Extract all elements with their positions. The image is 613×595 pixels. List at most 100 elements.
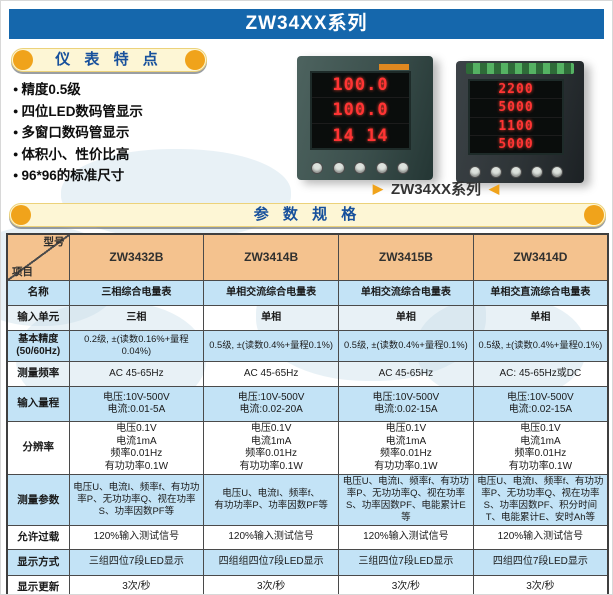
features-list: 精度0.5级 四位LED数码管显示 多窗口数码管显示 体积小、性价比高 96*9… — [13, 79, 143, 187]
table-row: 输入单元 三相 单相 单相 单相 — [6, 305, 609, 331]
orange-dot-icon — [13, 50, 33, 70]
page-title: ZW34XX系列 — [245, 13, 368, 34]
spec-cell: 单相 — [338, 305, 474, 331]
table-row: 分辨率 电压0.1V 电流1mA 频率0.01Hz 有功功率0.1W 电压0.1… — [6, 421, 609, 475]
product-caption: ▶ ZW34XX系列 ◀ — [311, 178, 561, 199]
model-header: ZW3415B — [338, 233, 474, 281]
meter-button-icon — [469, 166, 481, 178]
meter-button-icon — [510, 166, 522, 178]
orange-dot-icon — [11, 205, 31, 225]
spec-cell: 电压0.1V 电流1mA 频率0.01Hz 有功功率0.1W — [68, 421, 205, 475]
page-title-bar: ZW34XX系列 — [9, 9, 604, 39]
model-header: ZW3414B — [203, 233, 339, 281]
spec-cell: 单相交直流综合电量表 — [472, 280, 609, 306]
spec-cell: 0.2级, ±(读数0.16%+量程0.04%) — [68, 330, 205, 362]
terminal-block — [466, 63, 574, 74]
spec-cell: 三相 — [68, 305, 205, 331]
spec-row-label: 测量参数 — [6, 474, 70, 526]
spec-cell: 电压0.1V 电流1mA 频率0.01Hz 有功功率0.1W — [472, 421, 609, 475]
meter-button-icon — [530, 166, 543, 178]
spec-cell: 单相 — [203, 305, 339, 331]
feature-item: 精度0.5级 — [13, 79, 143, 101]
left-arrow-icon: ▶ — [372, 181, 383, 196]
features-heading: 仪 表 特 点 — [55, 51, 163, 68]
spec-row-label: 分辨率 — [6, 421, 70, 475]
meter-button-icon — [551, 166, 563, 178]
spec-cell: 电压:10V-500V 电流:0.02-15A — [338, 386, 474, 422]
spec-cell: 电压U、电流I、频率f、有功功率P、无功功率Q、视在功率S、功率因数PF等 — [68, 474, 205, 526]
product-photo-left-meter: 100.0 100.0 14 14 — [297, 56, 433, 180]
specs-heading: 参 数 规 格 — [253, 206, 362, 223]
orange-dot-icon — [584, 205, 604, 225]
spec-cell: 120%输入测试信号 — [472, 525, 609, 550]
feature-item: 多窗口数码管显示 — [13, 122, 143, 144]
specs-heading-bar: 参 数 规 格 — [9, 203, 606, 227]
table-row: 显示方式 三组四位7段LED显示 四组组四位7段LED显示 三组四位7段LED显… — [6, 549, 609, 576]
spec-cell: 四组四位7段LED显示 — [472, 549, 609, 576]
spec-cell: 电压:10V-500V 电流:0.02-15A — [472, 386, 609, 422]
spec-cell: 电压:10V-500V 电流:0.01-5A — [68, 386, 205, 422]
spec-table: 型号 项目 ZW3432B ZW3414B ZW3415B ZW3414D 名称… — [6, 233, 609, 594]
meter-buttons — [311, 162, 409, 174]
led-readout: 100.0 — [312, 73, 409, 99]
led-readout: 5000 — [470, 99, 562, 118]
spec-row-label: 允许过载 — [6, 525, 70, 550]
spec-cell: 单相 — [472, 305, 609, 331]
table-row: 输入量程 电压:10V-500V 电流:0.01-5A 电压:10V-500V … — [6, 386, 609, 422]
spec-cell: 单相交流综合电量表 — [338, 280, 474, 306]
spec-cell: 120%输入测试信号 — [68, 525, 205, 550]
spec-cell: 三组四位7段LED显示 — [338, 549, 474, 576]
spec-cell: 电压0.1V 电流1mA 频率0.01Hz 有功功率0.1W — [338, 421, 474, 475]
led-readout: 2200 — [470, 81, 562, 100]
spec-row-label: 输入量程 — [6, 386, 70, 422]
meter-button-icon — [354, 162, 366, 174]
table-row: 显示更新 3次/秒 3次/秒 3次/秒 3次/秒 — [6, 575, 609, 594]
meter-button-icon — [332, 162, 345, 174]
spec-row-label: 输入单元 — [6, 305, 70, 331]
spec-cell: 电压U、电流I、频率f、 有功功率P、功率因数PF等 — [203, 474, 339, 526]
corner-item-label: 项目 — [12, 265, 33, 278]
features-heading-bar: 仪 表 特 点 — [11, 48, 207, 72]
model-header: ZW3432B — [68, 233, 205, 281]
product-caption-text: ZW34XX系列 — [390, 181, 481, 198]
spec-cell: AC 45-65Hz — [203, 361, 339, 387]
spec-cell: 0.5级, ±(读数0.4%+量程0.1%) — [338, 330, 474, 362]
spec-cell: 120%输入测试信号 — [203, 525, 339, 550]
led-readout: 5000 — [498, 136, 534, 152]
spec-row-label: 显示方式 — [6, 549, 70, 576]
spec-cell: 3次/秒 — [203, 575, 339, 594]
table-row: 名称 三相综合电量表 单相交流综合电量表 单相交流综合电量表 单相交直流综合电量… — [6, 280, 609, 306]
meter-button-icon — [397, 162, 409, 174]
spec-cell: 120%输入测试信号 — [338, 525, 474, 550]
table-row: 测量参数 电压U、电流I、频率f、有功功率P、无功功率Q、视在功率S、功率因数P… — [6, 474, 609, 526]
spec-cell: 电压U、电流I、频率f、有功功率P、无功功率Q、视在功率S、功率因数PF、电能累… — [338, 474, 474, 526]
spec-cell: AC: 45-65Hz或DC — [472, 361, 609, 387]
spec-cell: 单相交流综合电量表 — [203, 280, 339, 306]
spec-cell: 电压0.1V 电流1mA 频率0.01Hz 有功功率0.1W — [203, 421, 339, 475]
meter-button-icon — [489, 166, 502, 178]
corner-cell: 型号 项目 — [6, 233, 70, 281]
table-header-row: 型号 项目 ZW3432B ZW3414B ZW3415B ZW3414D — [6, 233, 609, 281]
table-row: 测量频率 AC 45-65Hz AC 45-65Hz AC 45-65Hz AC… — [6, 361, 609, 387]
orange-dot-icon — [185, 50, 205, 70]
spec-cell: AC 45-65Hz — [338, 361, 474, 387]
spec-row-label: 测量频率 — [6, 361, 70, 387]
led-readout: 100.0 — [312, 98, 409, 124]
led-readout: 14 14 — [332, 125, 389, 146]
spec-row-label: 名称 — [6, 280, 70, 306]
feature-item: 96*96的标准尺寸 — [13, 165, 143, 187]
spec-cell: 电压:10V-500V 电流:0.02-20A — [203, 386, 339, 422]
spec-row-label: 基本精度 (50/60Hz) — [6, 330, 70, 362]
meter-display-left: 100.0 100.0 14 14 — [310, 71, 411, 150]
meter-display-right: 2200 5000 1100 5000 — [468, 79, 564, 155]
spec-cell: 电压U、电流I、频率f、有功功率P、无功功率Q、视在功率S、功率因数PF、积分时… — [472, 474, 609, 526]
spec-cell: 0.5级, ±(读数0.4%+量程0.1%) — [472, 330, 609, 362]
spec-cell: 三组四位7段LED显示 — [68, 549, 205, 576]
table-row: 允许过载 120%输入测试信号 120%输入测试信号 120%输入测试信号 12… — [6, 525, 609, 550]
model-header: ZW3414D — [472, 233, 609, 281]
feature-item: 体积小、性价比高 — [13, 144, 143, 166]
spec-cell: 0.5级, ±(读数0.4%+量程0.1%) — [203, 330, 339, 362]
feature-item: 四位LED数码管显示 — [13, 101, 143, 123]
meter-button-icon — [311, 162, 323, 174]
